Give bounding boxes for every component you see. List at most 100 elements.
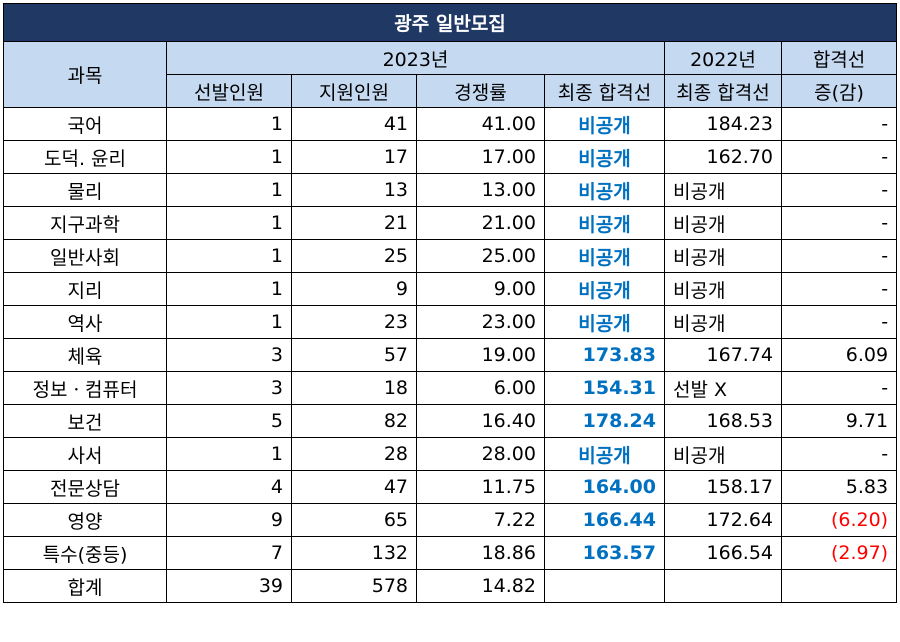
cell-ratio: 13.00: [416, 173, 545, 207]
cell-subject: 보건: [3, 404, 167, 438]
cell-applicants: 132: [291, 536, 417, 570]
table-row: 영양 9 65 7.22 166.44 172.64 (6.20): [3, 503, 898, 537]
header-final-cutoff-2022: 최종 합격선: [664, 74, 782, 108]
cell-cutoff-2023: 비공개: [544, 437, 665, 471]
table-row: 정보ㆍ컴퓨터 3 18 6.00 154.31 선발 X-: [3, 371, 898, 405]
cell-selected: 1: [166, 437, 292, 471]
cell-cutoff-2022: 184.23: [664, 107, 782, 141]
cell-cutoff-2022: 비공개: [664, 272, 782, 306]
cell-selected: 1: [166, 206, 292, 240]
cell-subject: 일반사회: [3, 239, 167, 273]
cell-subject: 체육: [3, 338, 167, 372]
cell-change: (6.20): [780, 503, 898, 537]
table-row: 특수(중등) 7 132 18.86 163.57 166.54 (2.97): [3, 536, 898, 570]
cell-ratio: 14.82: [416, 569, 545, 603]
cell-applicants: 18: [291, 371, 417, 405]
cell-change: -: [780, 206, 898, 240]
table-row: 일반사회 1 25 25.00 비공개 비공개 -: [3, 239, 898, 273]
cell-subject: 지구과학: [3, 206, 167, 240]
cell-selected: 5: [166, 404, 292, 438]
table-row: 도덕. 윤리 1 17 17.00 비공개 162.70-: [3, 140, 898, 174]
cell-ratio: 7.22: [416, 503, 545, 537]
cell-subject: 지리: [3, 272, 167, 306]
cell-cutoff-2023: 비공개: [544, 239, 665, 273]
cell-cutoff-2022: [664, 569, 782, 603]
cell-cutoff-2022: 비공개: [664, 305, 782, 339]
cell-cutoff-2023: [544, 569, 665, 603]
cell-applicants: 13: [291, 173, 417, 207]
cell-ratio: 9.00: [416, 272, 545, 306]
cell-ratio: 25.00: [416, 239, 545, 273]
cell-selected: 1: [166, 140, 292, 174]
header-applicants: 지원인원: [291, 74, 417, 108]
cell-applicants: 23: [291, 305, 417, 339]
cell-applicants: 57: [291, 338, 417, 372]
cell-cutoff-2023: 비공개: [544, 140, 665, 174]
cell-change: [780, 569, 898, 603]
cell-cutoff-2023: 비공개: [544, 173, 665, 207]
cell-ratio: 11.75: [416, 470, 545, 504]
cell-cutoff-2023: 163.57: [544, 536, 665, 570]
cell-subject: 도덕. 윤리: [3, 140, 167, 174]
cell-applicants: 25: [291, 239, 417, 273]
table-title: 광주 일반모집: [2, 3, 898, 42]
cell-ratio: 28.00: [416, 437, 545, 471]
header-ratio: 경쟁률: [416, 74, 545, 108]
cell-selected: 39: [166, 569, 292, 603]
cell-applicants: 82: [291, 404, 417, 438]
table-row: 지구과학 1 21 21.00 비공개 비공개 -: [3, 206, 898, 240]
cell-change: 6.09: [780, 338, 898, 372]
cell-cutoff-2023: 164.00: [544, 470, 665, 504]
cell-cutoff-2023: 비공개: [544, 272, 665, 306]
cell-ratio: 18.86: [416, 536, 545, 570]
cell-cutoff-2022: 비공개: [664, 206, 782, 240]
header-selected: 선발인원: [166, 74, 292, 108]
cell-selected: 9: [166, 503, 292, 537]
cell-change: -: [780, 305, 898, 339]
cell-change: -: [780, 173, 898, 207]
table-row: 체육 3 57 19.00 173.83 167.74 6.09: [3, 338, 898, 372]
cell-subject: 물리: [3, 173, 167, 207]
cell-change: (2.97): [780, 536, 898, 570]
cell-selected: 1: [166, 239, 292, 273]
cell-selected: 1: [166, 272, 292, 306]
cell-ratio: 19.00: [416, 338, 545, 372]
cell-selected: 3: [166, 371, 292, 405]
recruitment-table: 광주 일반모집 과목 2023년 2022년 합격선 선발인원 지원인원 경쟁률…: [2, 3, 898, 603]
table-row: 지리 1 9 9.00 비공개 비공개 -: [3, 272, 898, 306]
cell-applicants: 17: [291, 140, 417, 174]
cell-cutoff-2022: 162.70: [664, 140, 782, 174]
table-row: 물리 1 13 13.00 비공개 비공개 -: [3, 173, 898, 207]
cell-ratio: 6.00: [416, 371, 545, 405]
cell-selected: 1: [166, 173, 292, 207]
cell-cutoff-2023: 166.44: [544, 503, 665, 537]
cell-change: -: [780, 437, 898, 471]
cell-cutoff-2023: 비공개: [544, 107, 665, 141]
cell-applicants: 65: [291, 503, 417, 537]
title-row: 광주 일반모집: [2, 3, 898, 42]
cell-cutoff-2023: 173.83: [544, 338, 665, 372]
cell-applicants: 578: [291, 569, 417, 603]
header-year-2022: 2022년: [664, 41, 782, 75]
cell-ratio: 16.40: [416, 404, 545, 438]
cell-subject: 전문상담: [3, 470, 167, 504]
cell-selected: 1: [166, 305, 292, 339]
cell-subject: 정보ㆍ컴퓨터: [3, 371, 167, 405]
table-row: 사서 1 28 28.00 비공개 비공개 -: [3, 437, 898, 471]
cell-cutoff-2022: 167.74: [664, 338, 782, 372]
table-row: 전문상담 4 47 11.75 164.00 158.17 5.83: [3, 470, 898, 504]
header-subject: 과목: [3, 41, 167, 108]
cell-selected: 1: [166, 107, 292, 141]
table-row: 국어 1 41 41.00 비공개 184.23-: [3, 107, 898, 141]
cell-applicants: 21: [291, 206, 417, 240]
cell-subject: 사서: [3, 437, 167, 471]
cell-cutoff-2023: 178.24: [544, 404, 665, 438]
cell-applicants: 47: [291, 470, 417, 504]
cell-applicants: 28: [291, 437, 417, 471]
cell-change: 9.71: [780, 404, 898, 438]
cell-cutoff-2023: 154.31: [544, 371, 665, 405]
header-final-cutoff-2023: 최종 합격선: [544, 74, 665, 108]
cell-subject: 영양: [3, 503, 167, 537]
cell-cutoff-2022: 158.17: [664, 470, 782, 504]
table-row: 역사 1 23 23.00 비공개 비공개 -: [3, 305, 898, 339]
